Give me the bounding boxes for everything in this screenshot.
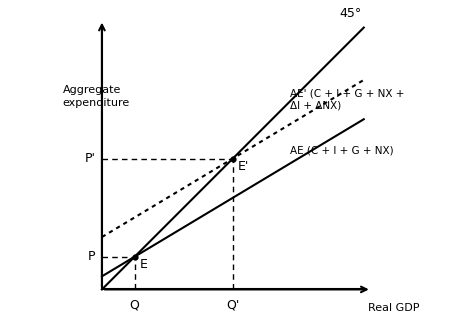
Text: P: P <box>88 250 95 263</box>
Text: AE (C + I + G + NX): AE (C + I + G + NX) <box>290 146 394 155</box>
Text: 45°: 45° <box>340 7 362 20</box>
Text: AE' (C + I + G + NX +
ΔI + ΔNX): AE' (C + I + G + NX + ΔI + ΔNX) <box>290 88 405 111</box>
Text: E: E <box>140 258 148 271</box>
Text: Q: Q <box>130 299 140 312</box>
Text: Real GDP: Real GDP <box>368 303 419 313</box>
Text: P': P' <box>85 152 95 165</box>
Text: Aggregate
expenditure: Aggregate expenditure <box>63 85 130 107</box>
Text: E': E' <box>238 160 249 173</box>
Text: Q': Q' <box>226 299 239 312</box>
